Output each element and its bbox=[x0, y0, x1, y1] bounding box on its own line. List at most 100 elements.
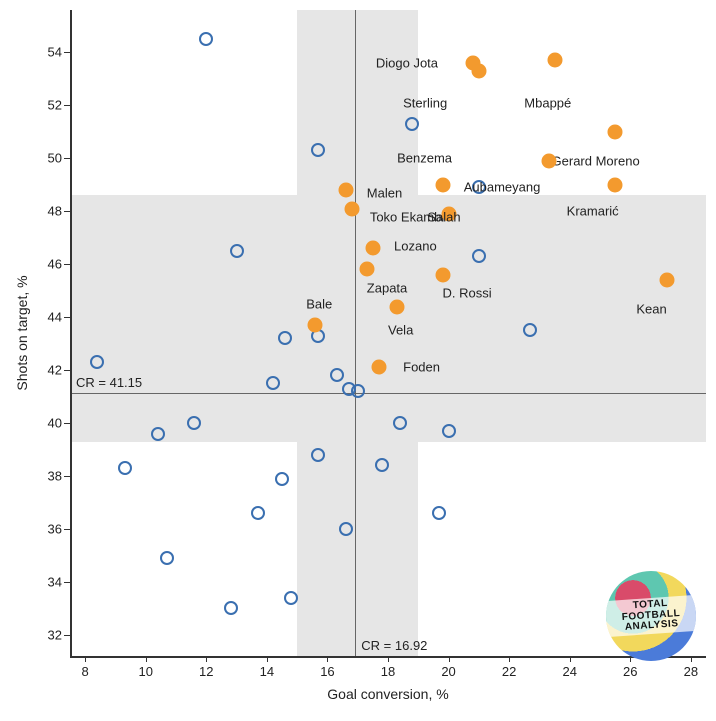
y-tick-label: 52 bbox=[40, 98, 62, 113]
point-open bbox=[284, 591, 298, 605]
point-filled bbox=[308, 318, 323, 333]
x-tick bbox=[630, 656, 631, 662]
y-tick bbox=[64, 317, 70, 318]
x-tick-label: 8 bbox=[82, 664, 89, 679]
point-open bbox=[330, 368, 344, 382]
point-open bbox=[199, 32, 213, 46]
ref-label-y: CR = 41.15 bbox=[76, 375, 142, 390]
point-label: Malen bbox=[367, 185, 402, 200]
point-label: Vela bbox=[388, 323, 413, 338]
y-tick-label: 50 bbox=[40, 151, 62, 166]
y-tick-label: 34 bbox=[40, 574, 62, 589]
point-filled bbox=[344, 201, 359, 216]
y-tick bbox=[64, 211, 70, 212]
scatter-chart: CR = 41.15CR = 16.9281012141618202224262… bbox=[0, 0, 716, 721]
point-open bbox=[351, 384, 365, 398]
logo-badge: TOTAL FOOTBALL ANALYSIS bbox=[606, 571, 696, 661]
x-tick-label: 28 bbox=[684, 664, 698, 679]
y-tick bbox=[64, 264, 70, 265]
x-tick-label: 16 bbox=[320, 664, 334, 679]
logo-text: TOTAL FOOTBALL ANALYSIS bbox=[606, 595, 696, 637]
point-filled bbox=[608, 124, 623, 139]
x-axis-title: Goal conversion, % bbox=[327, 686, 448, 702]
x-tick-label: 10 bbox=[138, 664, 152, 679]
point-label: Benzema bbox=[397, 151, 452, 166]
y-tick bbox=[64, 158, 70, 159]
x-tick bbox=[327, 656, 328, 662]
y-tick bbox=[64, 476, 70, 477]
point-open bbox=[275, 472, 289, 486]
point-open bbox=[278, 331, 292, 345]
point-open bbox=[230, 244, 244, 258]
x-tick bbox=[509, 656, 510, 662]
y-tick-label: 48 bbox=[40, 204, 62, 219]
y-tick bbox=[64, 52, 70, 53]
ref-line-y bbox=[70, 393, 706, 394]
point-filled bbox=[371, 360, 386, 375]
point-open bbox=[405, 117, 419, 131]
point-label: Aubameyang bbox=[464, 180, 541, 195]
y-tick bbox=[64, 370, 70, 371]
point-filled bbox=[608, 177, 623, 192]
point-open bbox=[442, 424, 456, 438]
y-tick bbox=[64, 582, 70, 583]
x-tick-label: 12 bbox=[199, 664, 213, 679]
point-filled bbox=[359, 262, 374, 277]
y-tick-label: 32 bbox=[40, 627, 62, 642]
y-tick-label: 38 bbox=[40, 468, 62, 483]
ref-label-x: CR = 16.92 bbox=[361, 638, 427, 653]
y-tick-label: 40 bbox=[40, 416, 62, 431]
x-tick bbox=[691, 656, 692, 662]
point-open bbox=[160, 551, 174, 565]
point-open bbox=[311, 143, 325, 157]
point-open bbox=[339, 522, 353, 536]
y-tick bbox=[64, 105, 70, 106]
x-tick bbox=[267, 656, 268, 662]
point-filled bbox=[659, 273, 674, 288]
x-tick bbox=[206, 656, 207, 662]
point-label: Kean bbox=[636, 302, 666, 317]
point-open bbox=[251, 506, 265, 520]
point-label: Kramarić bbox=[567, 204, 619, 219]
point-open bbox=[224, 601, 238, 615]
point-open bbox=[393, 416, 407, 430]
point-filled bbox=[435, 177, 450, 192]
point-filled bbox=[365, 241, 380, 256]
point-open bbox=[375, 458, 389, 472]
ref-line-x bbox=[355, 10, 356, 656]
x-tick-label: 18 bbox=[381, 664, 395, 679]
y-tick-label: 36 bbox=[40, 521, 62, 536]
point-filled bbox=[547, 53, 562, 68]
y-tick-label: 46 bbox=[40, 257, 62, 272]
point-open bbox=[311, 448, 325, 462]
y-tick-label: 44 bbox=[40, 310, 62, 325]
point-label: Zapata bbox=[367, 280, 407, 295]
point-open bbox=[118, 461, 132, 475]
y-tick bbox=[64, 529, 70, 530]
point-label: Lozano bbox=[394, 238, 437, 253]
point-filled bbox=[390, 299, 405, 314]
x-tick bbox=[388, 656, 389, 662]
x-tick bbox=[85, 656, 86, 662]
point-filled bbox=[541, 153, 556, 168]
point-filled bbox=[435, 267, 450, 282]
point-open bbox=[523, 323, 537, 337]
point-filled bbox=[338, 183, 353, 198]
point-label: Bale bbox=[306, 296, 332, 311]
point-open bbox=[472, 249, 486, 263]
y-band bbox=[70, 195, 706, 441]
point-open bbox=[432, 506, 446, 520]
x-tick-label: 20 bbox=[441, 664, 455, 679]
point-open bbox=[187, 416, 201, 430]
y-axis-line bbox=[70, 10, 72, 656]
x-tick bbox=[449, 656, 450, 662]
x-tick bbox=[146, 656, 147, 662]
y-tick-label: 42 bbox=[40, 363, 62, 378]
point-open bbox=[90, 355, 104, 369]
point-open bbox=[151, 427, 165, 441]
point-label: Sterling bbox=[403, 95, 447, 110]
y-tick bbox=[64, 635, 70, 636]
point-label: Gerard Moreno bbox=[552, 153, 640, 168]
point-label: Foden bbox=[403, 360, 440, 375]
point-label: D. Rossi bbox=[443, 286, 492, 301]
